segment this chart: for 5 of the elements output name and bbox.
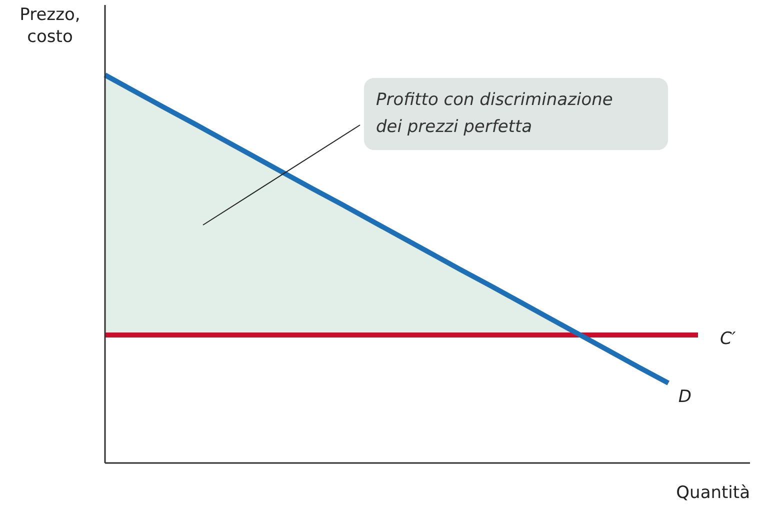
y-axis-title: Prezzo, costo xyxy=(20,5,80,47)
series-label: D xyxy=(678,387,692,408)
annotation: Profitto con discriminazione dei prezzi perfetta xyxy=(376,90,613,137)
series-label: C′ xyxy=(720,328,736,349)
x-axis-title: Quantità xyxy=(676,483,750,503)
